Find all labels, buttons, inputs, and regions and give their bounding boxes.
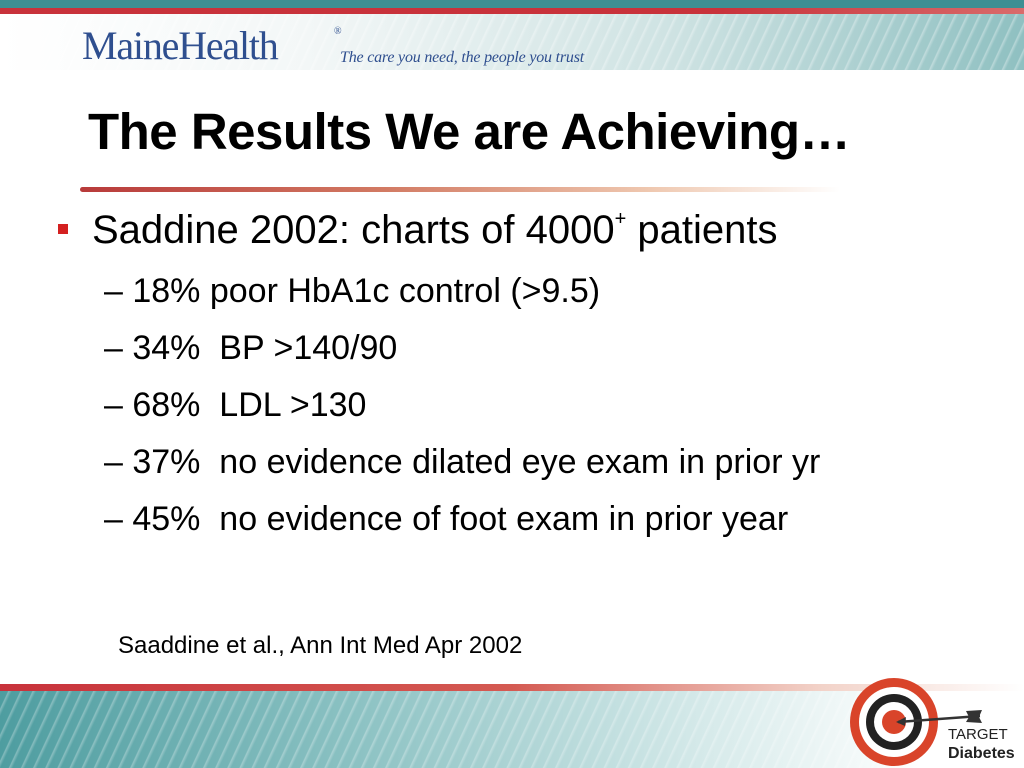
sub-bullet-list: – 18% poor HbA1c control (>9.5) – 34% BP… — [104, 272, 820, 557]
main-bullet-text-after: patients — [626, 208, 778, 252]
logo-word-target: TARGET — [948, 726, 1008, 743]
top-red-stripe — [0, 8, 1024, 14]
brand-tagline: The care you need, the people you trust — [340, 49, 584, 66]
citation: Saaddine et al., Ann Int Med Apr 2002 — [118, 632, 523, 659]
main-bullet-text: Saddine 2002: charts of 4000+ patients — [92, 208, 778, 253]
main-bullet-superscript: + — [614, 208, 627, 230]
title-underline — [80, 187, 840, 192]
sub-bullet-hba1c: – 18% poor HbA1c control (>9.5) — [104, 272, 601, 310]
sub-bullet-foot-exam: – 45% no evidence of foot exam in prior … — [104, 500, 789, 538]
target-diabetes-logo: TARGET Diabetes — [848, 674, 1024, 768]
sub-bullet-eye-exam: – 37% no evidence dilated eye exam in pr… — [104, 443, 821, 481]
logo-word-diabetes: Diabetes — [948, 745, 1015, 762]
top-teal-stripe — [0, 0, 1024, 8]
header-band — [0, 14, 1024, 70]
slide-title: The Results We are Achieving… — [88, 103, 851, 160]
registered-mark: ® — [334, 26, 342, 37]
bottom-red-stripe — [0, 684, 1024, 691]
target-arrow-icon — [850, 678, 982, 766]
sub-bullet-ldl: – 68% LDL >130 — [104, 386, 367, 424]
sub-bullet-bp: – 34% BP >140/90 — [104, 329, 398, 367]
main-bullet-text-before: Saddine 2002: charts of 4000 — [92, 208, 615, 252]
brand-name: MaineHealth — [82, 23, 279, 68]
square-bullet-icon — [58, 224, 68, 234]
